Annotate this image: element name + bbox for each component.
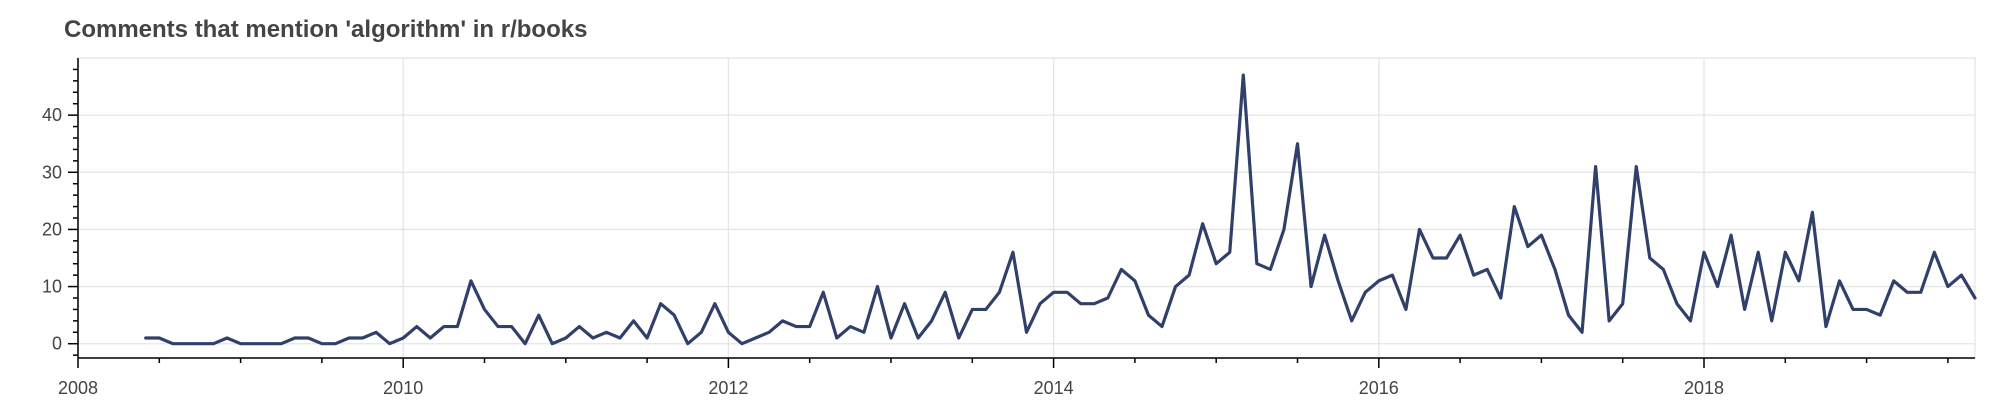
x-tick-label: 2016 — [1359, 378, 1399, 398]
y-tick-label: 30 — [42, 162, 62, 182]
y-tick-label: 0 — [52, 334, 62, 354]
chart-title: Comments that mention 'algorithm' in r/b… — [64, 16, 588, 43]
y-tick-label: 10 — [42, 277, 62, 297]
x-tick-label: 2010 — [383, 378, 423, 398]
y-tick-label: 20 — [42, 219, 62, 239]
x-tick-label: 2008 — [58, 378, 98, 398]
y-tick-label: 40 — [42, 105, 62, 125]
x-tick-label: 2018 — [1684, 378, 1724, 398]
series-line — [144, 73, 1977, 346]
x-tick-label: 2014 — [1034, 378, 1074, 398]
x-tick-label: 2012 — [708, 378, 748, 398]
